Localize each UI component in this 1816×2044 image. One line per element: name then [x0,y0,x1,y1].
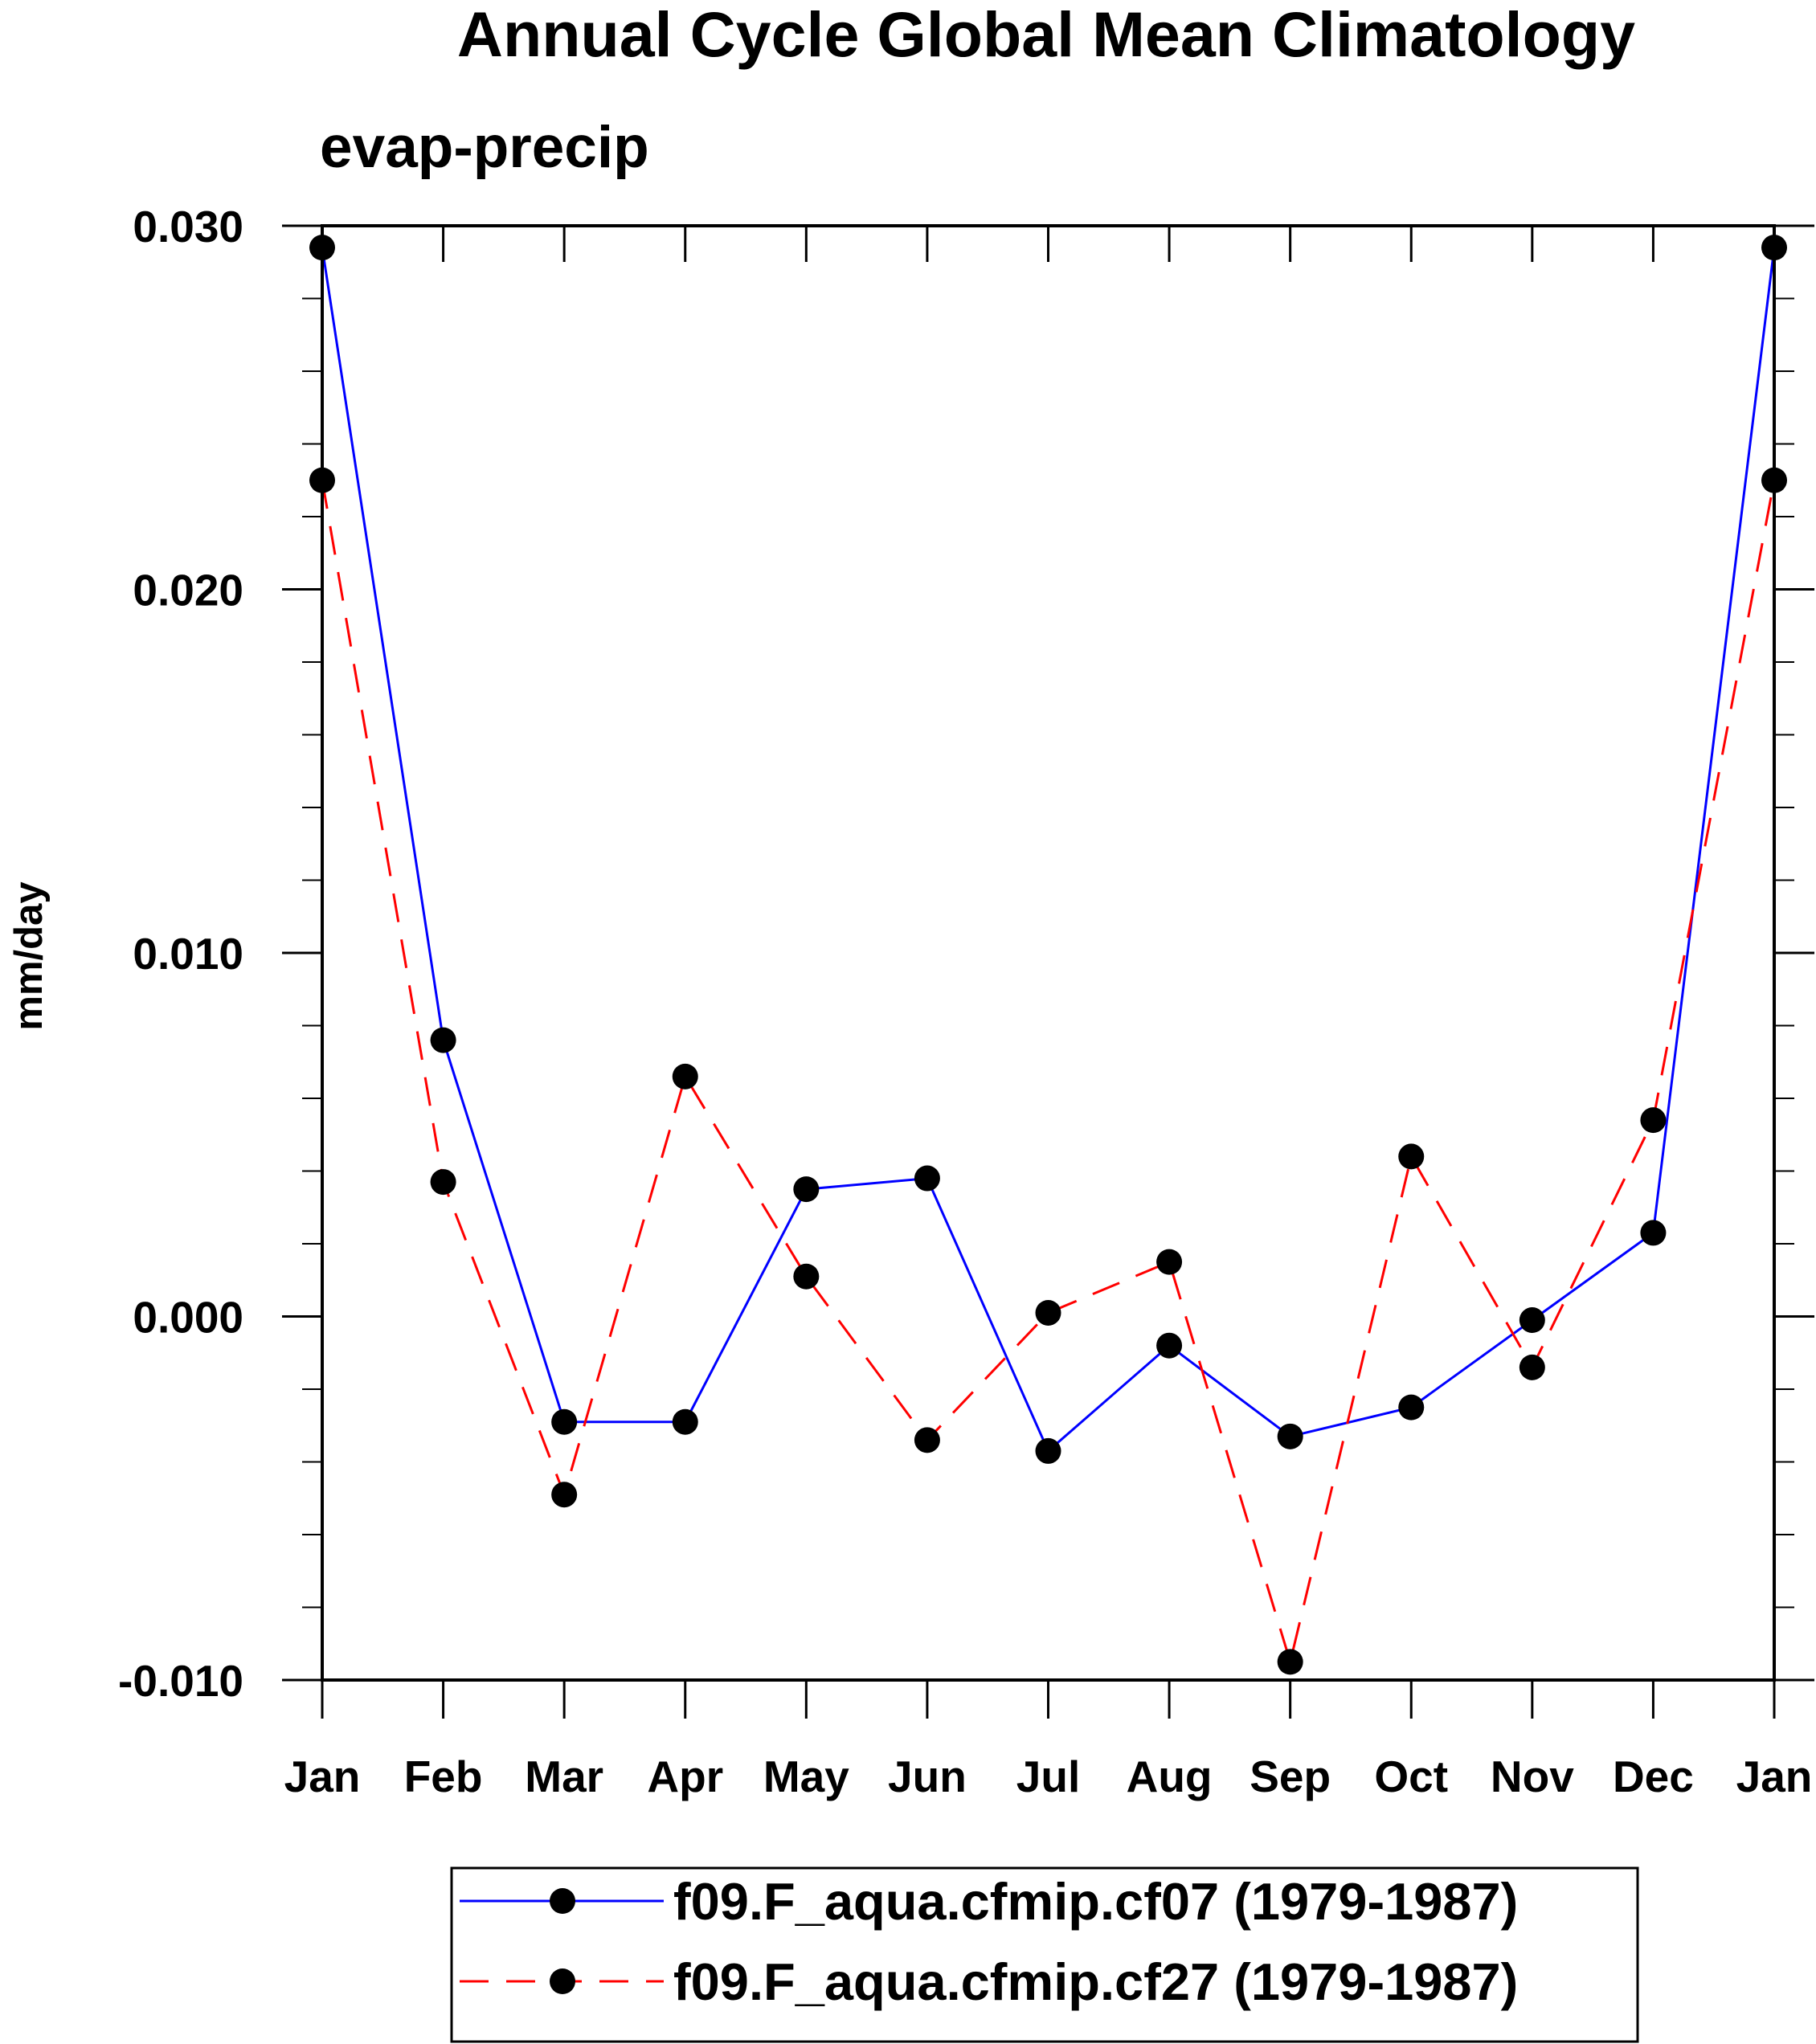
legend-label-2: f09.F_aqua.cfmip.cf27 (1979-1987) [673,1952,1518,2011]
legend-box [450,1866,1639,2043]
x-tick-label: Jan [1736,1752,1813,1801]
x-tick-label: Dec [1613,1752,1694,1801]
data-point [1035,1299,1061,1326]
x-tick-label: Jan [284,1752,361,1801]
series-line-2 [321,480,1776,1667]
data-point [430,1169,456,1196]
legend: f09.F_aqua.cfmip.cf07 (1979-1987) f09.F_a… [450,1866,1639,2043]
x-tick-label: Jun [888,1752,967,1801]
data-point [672,1408,698,1435]
data-point [430,1027,456,1053]
x-tick-label: Nov [1491,1752,1574,1801]
data-point [551,1408,578,1435]
data-point [1277,1649,1303,1675]
data-point [1640,1107,1667,1134]
y-tick-label: 0.000 [133,1293,243,1343]
plot-frame [321,224,1776,1682]
legend-label-1: f09.F_aqua.cfmip.cf07 (1979-1987) [673,1872,1518,1931]
x-tick-label: Sep [1250,1752,1331,1801]
series-line-1 [321,247,1776,1453]
data-point [914,1165,940,1192]
y-tick-label: 0.030 [133,202,243,251]
chart-subtitle: evap-precip [320,115,649,180]
axis-ticks [282,224,1814,1719]
x-tick-label: Aug [1127,1752,1213,1801]
x-tick-label: Jul [1016,1752,1080,1801]
data-point [551,1482,578,1508]
data-point [1277,1423,1303,1449]
data-point [672,1063,698,1089]
marker-layer [309,235,1787,1675]
x-tick-label: May [763,1752,849,1801]
tick-labels: Jan Feb Mar Apr May Jun Jul Aug Sep Oct Nov Dec Jan-… [118,202,1812,1801]
y-tick-label: 0.010 [133,929,243,979]
y-tick-label: 0.020 [133,566,243,615]
data-point [1035,1437,1061,1464]
y-tick-label: -0.010 [118,1656,243,1706]
data-point [1519,1307,1545,1334]
chart-title: Annual Cycle Global Mean Climatology [457,0,1635,70]
legend-marker-2 [550,1968,575,1994]
data-point [1640,1220,1667,1246]
data-point [914,1427,940,1453]
legend-marker-1 [550,1888,575,1914]
x-tick-label: Mar [525,1752,603,1801]
data-point [1156,1332,1183,1359]
x-tick-label: Apr [647,1752,723,1801]
data-point [1398,1394,1425,1421]
data-point [793,1176,820,1203]
y-axis-label: mm/day [7,881,51,1030]
data-point [1156,1249,1183,1275]
x-tick-label: Oct [1374,1752,1448,1801]
data-point [1398,1143,1425,1170]
x-tick-label: Feb [404,1752,483,1801]
data-point [793,1263,820,1290]
data-point [1519,1354,1545,1380]
